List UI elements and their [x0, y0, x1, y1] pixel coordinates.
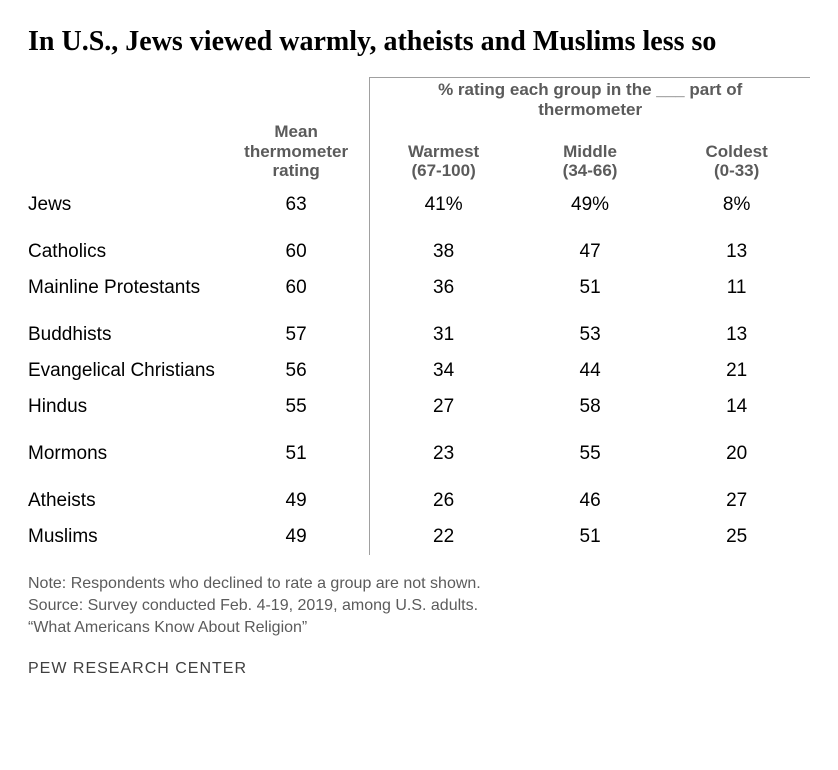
- mid-h1: Middle: [563, 142, 617, 161]
- cell-mean: 57: [223, 306, 370, 353]
- table-row: Hindus55275814: [28, 389, 810, 425]
- cell-middle: 44: [517, 353, 663, 389]
- cold-h2: (0-33): [714, 161, 759, 180]
- col-head-mean: Mean thermometer rating: [223, 122, 370, 187]
- cell-middle: 47: [517, 223, 663, 270]
- table-row: Mainline Protestants60365111: [28, 270, 810, 306]
- col-head-middle: Middle (34-66): [517, 122, 663, 187]
- cell-middle: 53: [517, 306, 663, 353]
- cell-coldest: 27: [663, 472, 810, 519]
- cell-coldest: 20: [663, 425, 810, 472]
- mean-h3: rating: [273, 161, 320, 180]
- cell-mean: 49: [223, 472, 370, 519]
- column-spanner: % rating each group in the ___ part of t…: [370, 78, 810, 123]
- cell-warmest: 31: [370, 306, 517, 353]
- cell-coldest: 14: [663, 389, 810, 425]
- note-line-2: Source: Survey conducted Feb. 4-19, 2019…: [28, 595, 810, 617]
- mean-h1: Mean: [274, 122, 317, 141]
- cell-mean: 49: [223, 519, 370, 555]
- spanner-text-2: thermometer: [538, 100, 642, 119]
- row-label: Mainline Protestants: [28, 270, 223, 306]
- warm-h2: (67-100): [411, 161, 475, 180]
- cell-coldest: 25: [663, 519, 810, 555]
- cold-h1: Coldest: [705, 142, 767, 161]
- row-label: Buddhists: [28, 306, 223, 353]
- cell-mean: 51: [223, 425, 370, 472]
- table-row: Buddhists57315313: [28, 306, 810, 353]
- cell-warmest: 34: [370, 353, 517, 389]
- cell-mean: 63: [223, 187, 370, 223]
- row-label: Hindus: [28, 389, 223, 425]
- cell-coldest: 11: [663, 270, 810, 306]
- row-label: Evangelical Christians: [28, 353, 223, 389]
- cell-coldest: 13: [663, 223, 810, 270]
- cell-coldest: 21: [663, 353, 810, 389]
- cell-middle: 51: [517, 270, 663, 306]
- cell-warmest: 38: [370, 223, 517, 270]
- spanner-text-1: % rating each group in the ___ part of: [438, 80, 742, 99]
- cell-warmest: 22: [370, 519, 517, 555]
- cell-mean: 60: [223, 270, 370, 306]
- mid-h2: (34-66): [563, 161, 618, 180]
- source-attribution: PEW RESEARCH CENTER: [28, 660, 810, 678]
- cell-warmest: 27: [370, 389, 517, 425]
- chart-title: In U.S., Jews viewed warmly, atheists an…: [28, 24, 810, 59]
- table-row: Catholics60384713: [28, 223, 810, 270]
- cell-warmest: 26: [370, 472, 517, 519]
- table-row: Muslims49225125: [28, 519, 810, 555]
- cell-warmest: 41%: [370, 187, 517, 223]
- data-table: % rating each group in the ___ part of t…: [28, 77, 810, 555]
- col-head-coldest: Coldest (0-33): [663, 122, 810, 187]
- cell-mean: 55: [223, 389, 370, 425]
- cell-middle: 46: [517, 472, 663, 519]
- table-row: Evangelical Christians56344421: [28, 353, 810, 389]
- col-head-warmest: Warmest (67-100): [370, 122, 517, 187]
- row-label: Catholics: [28, 223, 223, 270]
- note-line-1: Note: Respondents who declined to rate a…: [28, 573, 810, 595]
- mean-h2: thermometer: [244, 142, 348, 161]
- row-label: Mormons: [28, 425, 223, 472]
- table-row: Atheists49264627: [28, 472, 810, 519]
- note-line-3: “What Americans Know About Religion”: [28, 617, 810, 639]
- cell-warmest: 36: [370, 270, 517, 306]
- chart-notes: Note: Respondents who declined to rate a…: [28, 573, 810, 640]
- row-label: Muslims: [28, 519, 223, 555]
- table-body: Jews6341%49%8%Catholics60384713Mainline …: [28, 187, 810, 555]
- cell-warmest: 23: [370, 425, 517, 472]
- cell-middle: 58: [517, 389, 663, 425]
- cell-mean: 56: [223, 353, 370, 389]
- table-row: Jews6341%49%8%: [28, 187, 810, 223]
- warm-h1: Warmest: [408, 142, 479, 161]
- row-label: Atheists: [28, 472, 223, 519]
- cell-middle: 55: [517, 425, 663, 472]
- data-table-container: % rating each group in the ___ part of t…: [28, 77, 810, 555]
- cell-middle: 49%: [517, 187, 663, 223]
- cell-coldest: 8%: [663, 187, 810, 223]
- table-row: Mormons51235520: [28, 425, 810, 472]
- cell-mean: 60: [223, 223, 370, 270]
- cell-coldest: 13: [663, 306, 810, 353]
- row-label: Jews: [28, 187, 223, 223]
- cell-middle: 51: [517, 519, 663, 555]
